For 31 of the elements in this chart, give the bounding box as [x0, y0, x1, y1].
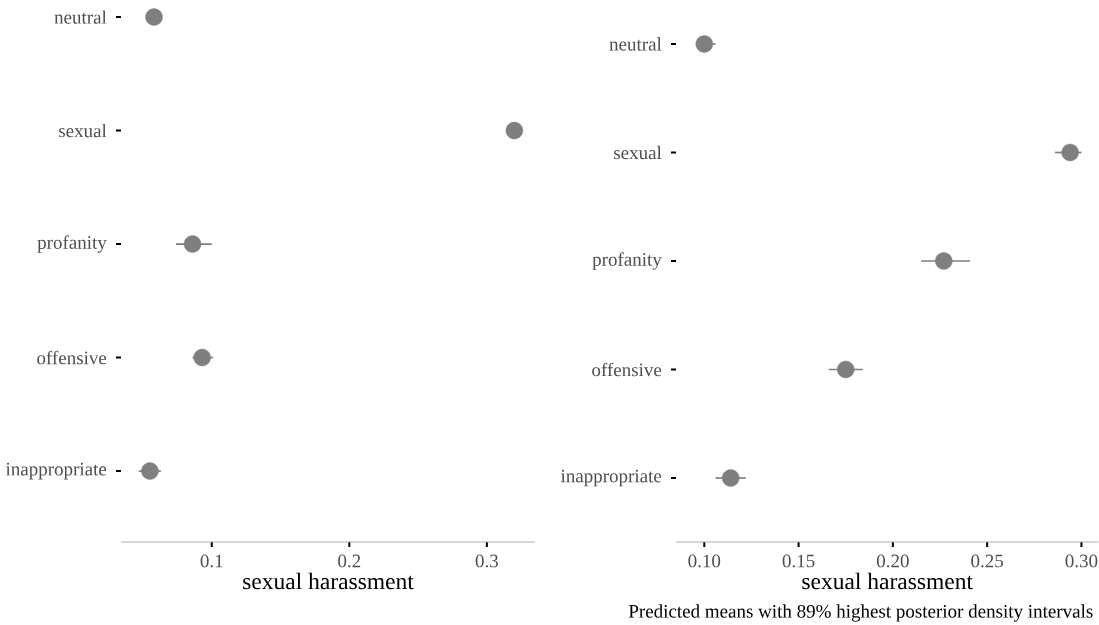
x-tick-label: 0.20 [876, 554, 909, 568]
x-tick-label: 0.10 [688, 554, 721, 568]
point [935, 252, 953, 270]
y-tick-label: sexual [614, 145, 662, 160]
x-axis-title: sexual harassment [243, 572, 414, 590]
point [837, 360, 855, 379]
x-tick-label: 0.25 [971, 554, 1004, 568]
x-tick-label: 0.15 [782, 554, 815, 568]
y-tick-label: offensive [37, 350, 107, 365]
point [721, 469, 740, 487]
point [145, 8, 163, 26]
text: Predicted means with 89% highest posterior density intervals [628, 604, 1093, 622]
x-tick-label: 0.2 [338, 554, 361, 568]
y-tick-label: offensive [592, 362, 662, 377]
point [1061, 143, 1079, 162]
x-axis-title: sexual harassment [802, 572, 973, 590]
x-tick-label: 0.3 [475, 554, 498, 568]
y-tick-label: neutral [54, 10, 107, 24]
x-tick-label: 0.30 [1065, 554, 1098, 568]
y-tick-label: sexual [59, 123, 107, 138]
x-tick-label: 0.1 [200, 554, 223, 568]
y-tick-label: profanity [592, 252, 662, 270]
y-tick-label: neutral [609, 37, 662, 51]
point [193, 348, 211, 367]
point [183, 235, 202, 253]
point [141, 462, 159, 480]
point [505, 121, 524, 140]
y-tick-label: inappropriate [560, 469, 662, 487]
y-tick-label: profanity [37, 235, 107, 253]
point [695, 35, 713, 53]
y-tick-label: inappropriate [5, 462, 107, 480]
